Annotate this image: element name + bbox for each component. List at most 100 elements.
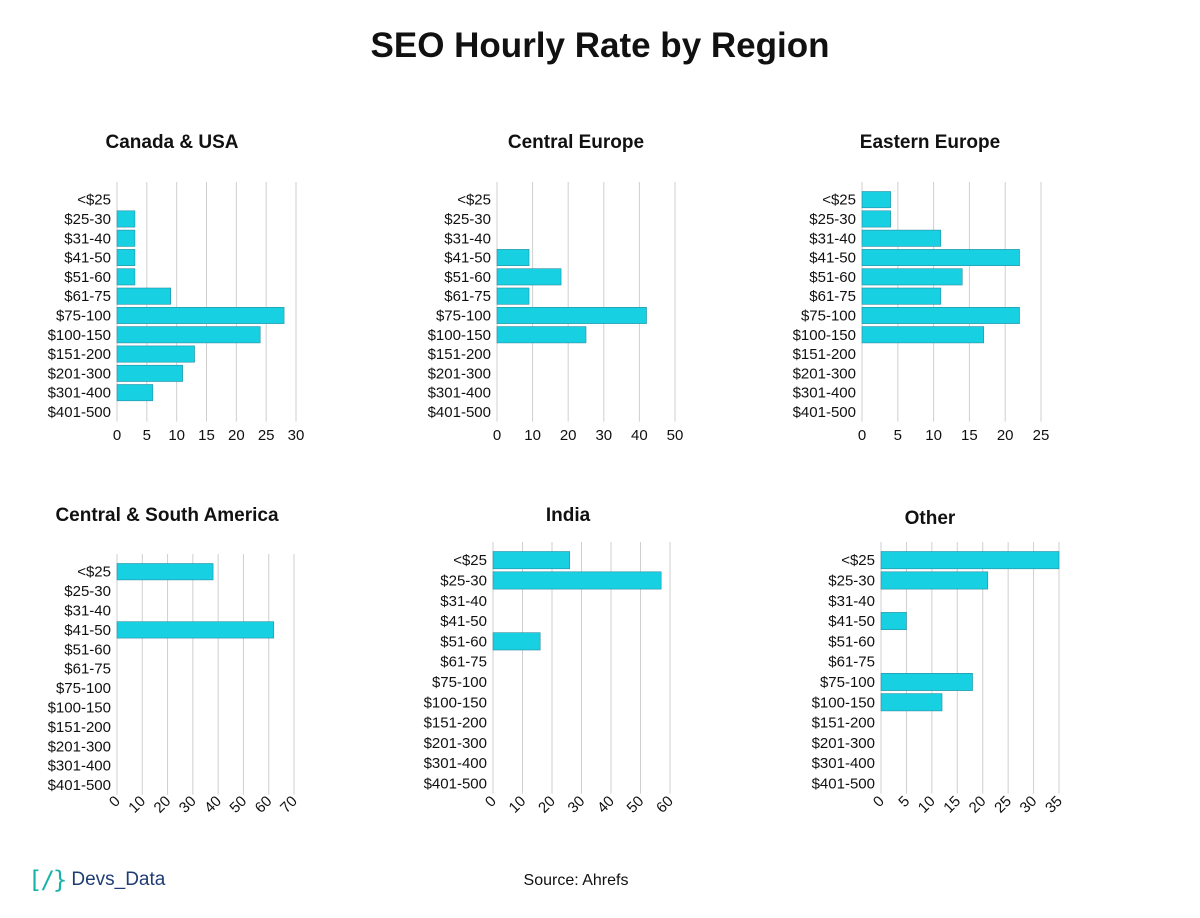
category-label: $61-75 bbox=[444, 288, 491, 305]
category-label: $61-75 bbox=[828, 654, 875, 671]
category-label: $31-40 bbox=[64, 230, 111, 247]
category-label: <$25 bbox=[457, 192, 491, 209]
tick-label: 20 bbox=[228, 427, 245, 444]
tick-label: 5 bbox=[895, 793, 913, 811]
bar-25-30 bbox=[861, 210, 891, 228]
tick-label: 10 bbox=[125, 793, 149, 817]
tick-label: 20 bbox=[997, 427, 1014, 444]
panel-title: Canada & USA bbox=[105, 132, 238, 153]
category-label: $41-50 bbox=[64, 622, 111, 639]
category-label: $401-500 bbox=[428, 404, 491, 421]
bar-41-50 bbox=[116, 249, 136, 266]
tick-label: 20 bbox=[966, 793, 990, 817]
tick-label: 25 bbox=[1033, 427, 1050, 444]
logo-bracket-icon: [/} bbox=[28, 866, 67, 894]
category-label: $41-50 bbox=[64, 250, 111, 267]
panel-title: Other bbox=[905, 508, 956, 529]
bar-25-30 bbox=[492, 571, 662, 590]
tick-label: 15 bbox=[940, 793, 964, 817]
tick-label: 20 bbox=[535, 793, 559, 817]
tick-label: 5 bbox=[894, 427, 902, 444]
category-label: $151-200 bbox=[424, 715, 487, 732]
category-label: <$25 bbox=[77, 192, 111, 209]
bar-75-100 bbox=[496, 307, 647, 324]
category-label: $301-400 bbox=[793, 385, 856, 402]
tick-label: 35 bbox=[1042, 793, 1066, 817]
category-label: $151-200 bbox=[48, 719, 111, 736]
category-label: $61-75 bbox=[809, 288, 856, 305]
bar-31-40 bbox=[116, 229, 136, 247]
category-label: $151-200 bbox=[48, 346, 111, 363]
tick-label: 30 bbox=[595, 427, 612, 444]
category-label: $25-30 bbox=[828, 572, 875, 589]
tick-label: 30 bbox=[1017, 793, 1041, 817]
category-label: $31-40 bbox=[440, 593, 487, 610]
bar-51-60 bbox=[861, 268, 963, 286]
tick-label: 25 bbox=[258, 427, 275, 444]
bar-100-150 bbox=[116, 326, 261, 344]
bar-75-100 bbox=[880, 673, 973, 691]
category-label: $75-100 bbox=[56, 680, 111, 697]
panel-title: India bbox=[546, 505, 591, 526]
panel-title: Eastern Europe bbox=[860, 132, 1000, 153]
tick-label: 20 bbox=[560, 427, 577, 444]
category-label: $75-100 bbox=[436, 307, 491, 324]
bar-25-30 bbox=[880, 571, 989, 590]
tick-label: 10 bbox=[506, 793, 530, 817]
bar-51-60 bbox=[496, 268, 562, 286]
tick-label: 50 bbox=[226, 793, 250, 817]
tick-label: 15 bbox=[961, 427, 978, 444]
tick-label: 30 bbox=[565, 793, 589, 817]
category-label: $51-60 bbox=[64, 269, 111, 286]
category-label: $25-30 bbox=[809, 211, 856, 228]
category-label: $100-150 bbox=[424, 694, 487, 711]
panel-title: Central & South America bbox=[55, 505, 279, 526]
source-note: Source: Ahrefs bbox=[523, 872, 629, 889]
category-label: <$25 bbox=[841, 552, 875, 569]
bar-41-50 bbox=[496, 249, 530, 266]
bar-31-40 bbox=[861, 229, 942, 247]
bar-61-75 bbox=[116, 287, 172, 305]
category-label: $301-400 bbox=[424, 755, 487, 772]
bar-51-60 bbox=[492, 632, 541, 651]
category-label: $201-300 bbox=[48, 365, 111, 382]
category-label: $100-150 bbox=[428, 327, 491, 344]
panel-title: Central Europe bbox=[508, 132, 644, 153]
category-label: $75-100 bbox=[820, 674, 875, 691]
bar-61-75 bbox=[861, 287, 942, 305]
category-label: $75-100 bbox=[801, 307, 856, 324]
category-label: $301-400 bbox=[812, 755, 875, 772]
panel-other: Other <$25 $25-30 $31-40 $41-50 $51-60 $61-75 $… bbox=[812, 508, 1066, 817]
panel-central-europe: Central Europe <$25 $25-30 $31-40 $41-50 $51-… bbox=[428, 132, 684, 444]
category-label: $301-400 bbox=[48, 385, 111, 402]
category-label: $41-50 bbox=[809, 250, 856, 267]
tick-label: 60 bbox=[252, 793, 276, 817]
category-label: $151-200 bbox=[812, 715, 875, 732]
bar-100-150 bbox=[880, 693, 943, 712]
bar-100-150 bbox=[496, 326, 587, 344]
tick-label: 20 bbox=[151, 793, 175, 817]
category-label: $401-500 bbox=[424, 775, 487, 792]
bar-61-75 bbox=[496, 287, 530, 305]
bar-151-200 bbox=[116, 345, 195, 363]
category-label: $201-300 bbox=[793, 365, 856, 382]
bar-25 bbox=[880, 551, 1060, 570]
category-label: $25-30 bbox=[64, 583, 111, 600]
category-label: $151-200 bbox=[428, 346, 491, 363]
category-label: $51-60 bbox=[440, 633, 487, 650]
category-label: $51-60 bbox=[444, 269, 491, 286]
category-label: $100-150 bbox=[48, 700, 111, 717]
category-label: $301-400 bbox=[428, 385, 491, 402]
tick-label: 40 bbox=[201, 793, 225, 817]
tick-label: 0 bbox=[106, 793, 124, 811]
tick-label: 25 bbox=[991, 793, 1015, 817]
bar-75-100 bbox=[116, 307, 285, 324]
category-label: <$25 bbox=[77, 564, 111, 581]
category-label: $41-50 bbox=[440, 613, 487, 630]
bar-25-30 bbox=[116, 210, 136, 228]
logo-text: Devs_Data bbox=[71, 869, 166, 890]
bar-100-150 bbox=[861, 326, 985, 344]
category-label: $201-300 bbox=[428, 365, 491, 382]
category-label: $100-150 bbox=[48, 327, 111, 344]
category-label: $401-500 bbox=[48, 404, 111, 421]
